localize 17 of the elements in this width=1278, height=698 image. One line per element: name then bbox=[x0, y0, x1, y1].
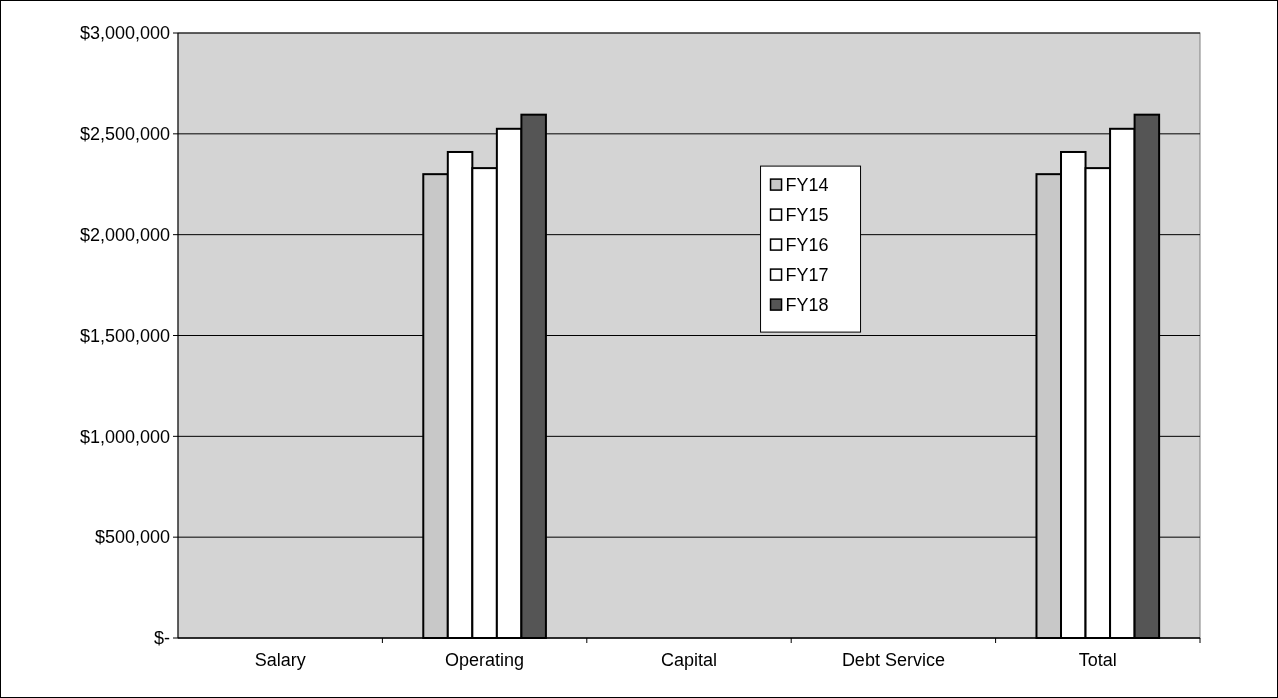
x-tick-label: Debt Service bbox=[841, 650, 945, 670]
x-tick-label: Capital bbox=[660, 650, 718, 670]
y-tick-label: $500,000 bbox=[94, 527, 170, 548]
y-tick-label: $1,000,000 bbox=[79, 426, 170, 447]
x-tick-label: Operating bbox=[445, 650, 525, 670]
x-tick-label: Total bbox=[1078, 650, 1117, 670]
legend-label: FY17 bbox=[785, 265, 829, 286]
y-tick-label: $2,500,000 bbox=[79, 124, 170, 145]
legend-label: FY15 bbox=[785, 205, 829, 226]
x-tick-label: Salary bbox=[254, 650, 306, 670]
y-tick-label: $- bbox=[153, 628, 170, 649]
y-tick-label: $1,500,000 bbox=[79, 325, 170, 346]
legend-label: FY14 bbox=[785, 175, 829, 196]
legend-label: FY16 bbox=[785, 235, 829, 256]
legend-label: FY18 bbox=[785, 295, 829, 316]
y-tick-label: $3,000,000 bbox=[79, 23, 170, 44]
y-tick-label: $2,000,000 bbox=[79, 224, 170, 245]
